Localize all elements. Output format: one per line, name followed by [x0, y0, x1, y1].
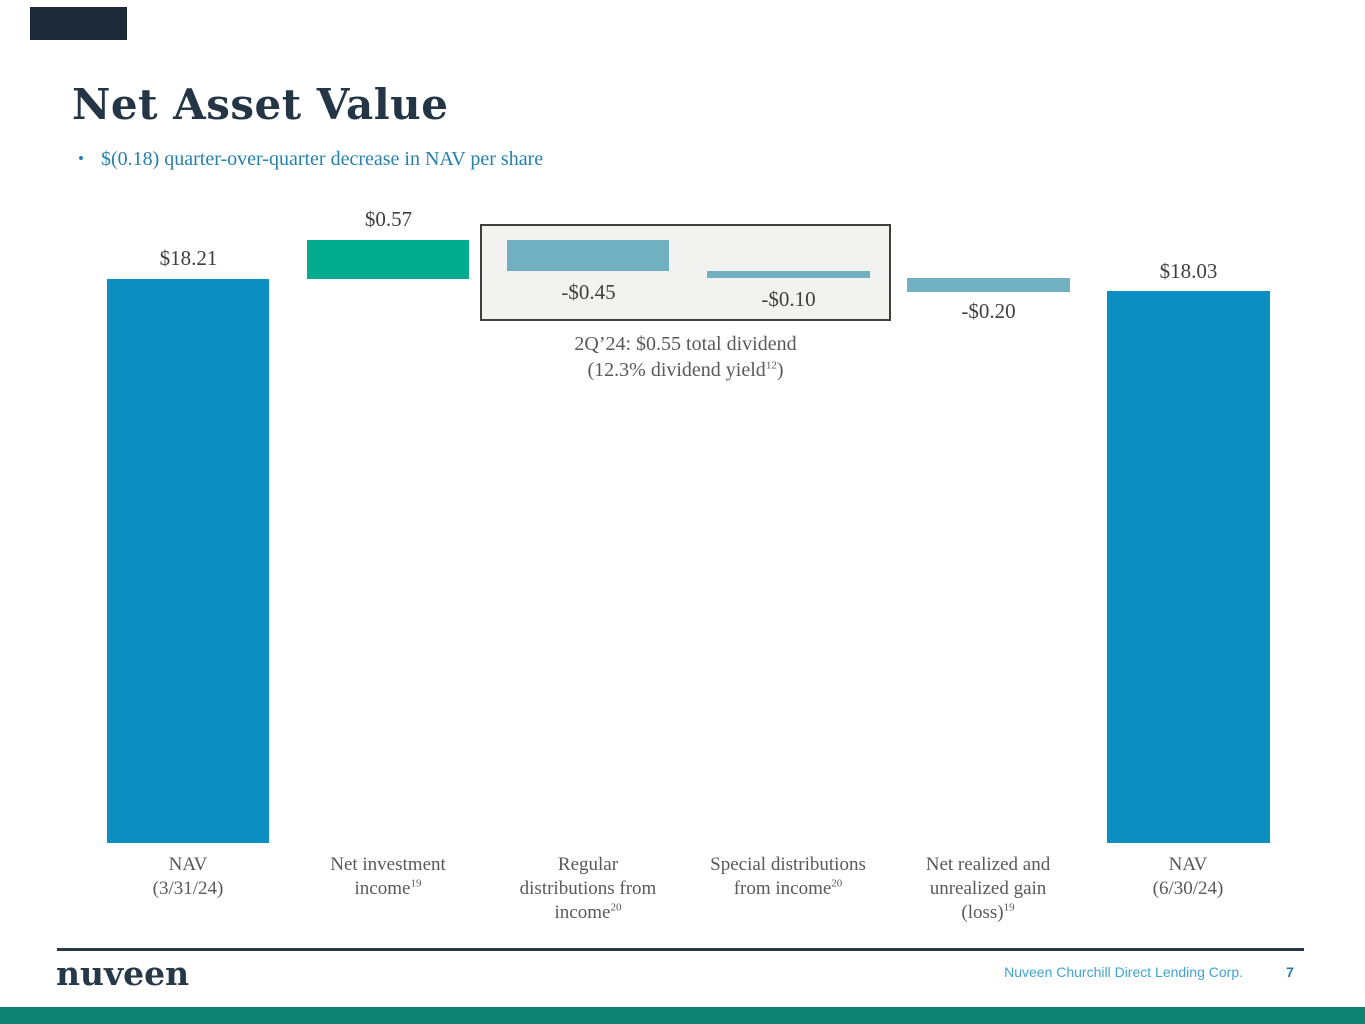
bar-value-label: -$0.45	[561, 280, 616, 304]
footer-rule	[57, 948, 1304, 951]
bar-value-label: -$0.20	[961, 299, 1016, 323]
caption-line-2: (12.3% dividend yield12)	[587, 359, 784, 381]
footnote-ref: 20	[610, 901, 622, 914]
bar-value-label: $0.57	[364, 207, 413, 231]
bar-regular-distributions	[507, 240, 669, 271]
bar-special-distributions	[707, 271, 870, 278]
axis-label-special-distributions: Special distributions from income20	[710, 854, 866, 899]
footnote-ref: 20	[831, 877, 843, 890]
bar-net-realized-unrealized	[907, 278, 1070, 292]
bullet-point: • $(0.18) quarter-over-quarter decrease …	[78, 146, 543, 172]
axis-label-nav-end: NAV (6/30/24)	[1152, 854, 1224, 899]
bullet-marker: •	[78, 149, 84, 168]
bar-nav-end	[1107, 291, 1270, 843]
footnote-ref: 19	[410, 877, 422, 890]
footnote-ref: 12	[765, 359, 777, 372]
bar-value-label: -$0.10	[761, 287, 816, 311]
footnote-ref: 19	[1003, 901, 1015, 914]
axis-label-nav-start: NAV (3/31/24)	[152, 854, 224, 899]
page-title: Net Asset Value	[72, 80, 449, 129]
bullet-text: $(0.18) quarter-over-quarter decrease in…	[100, 148, 544, 170]
top-left-accent-block	[30, 7, 127, 40]
footer-company: Nuveen Churchill Direct Lending Corp.	[1004, 964, 1243, 980]
bar-value-label: $18.21	[159, 246, 218, 270]
bar-value-label: $18.03	[1159, 259, 1218, 283]
axis-label-net-investment-income: Net investment income19	[330, 854, 446, 899]
axis-label-net-realized-unrealized: Net realized and unrealized gain (loss)1…	[925, 854, 1051, 923]
axis-label-regular-distributions: Regular distributions from income20	[519, 854, 657, 923]
page-number: 7	[1286, 964, 1294, 980]
bar-net-investment-income	[307, 240, 469, 279]
dividend-box-caption: 2Q’24: $0.55 total dividend (12.3% divid…	[478, 331, 893, 383]
nuveen-logo: nuveen	[56, 954, 190, 993]
bar-nav-start	[107, 279, 269, 843]
bottom-accent-bar	[0, 1007, 1365, 1024]
caption-line-1: 2Q’24: $0.55 total dividend	[574, 333, 797, 355]
